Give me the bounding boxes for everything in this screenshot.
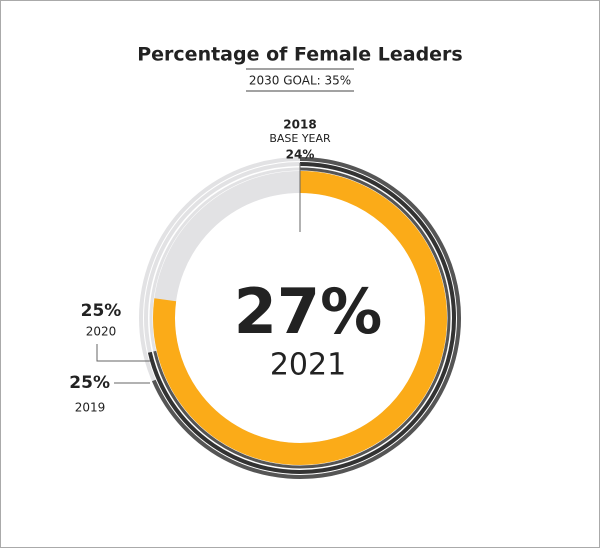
leader-line: [96, 344, 150, 362]
chart-title: Percentage of Female Leaders: [137, 44, 463, 66]
goal-label: 2030 GOAL: 35%: [249, 74, 351, 88]
value-label: 25%: [81, 301, 122, 321]
year-label: 2020: [86, 325, 117, 339]
center-year: 2021: [270, 348, 346, 383]
ring-arc: [147, 162, 456, 474]
note-label: BASE YEAR: [269, 132, 331, 145]
value-label: 25%: [69, 373, 110, 393]
center-value: 27%: [234, 275, 382, 348]
value-label: 24%: [286, 148, 315, 162]
ring-arc: [153, 171, 447, 465]
ring-arc: [151, 157, 462, 479]
ring-arc: [153, 167, 451, 469]
year-label: 2018: [283, 118, 316, 132]
year-label: 2019: [75, 401, 106, 415]
